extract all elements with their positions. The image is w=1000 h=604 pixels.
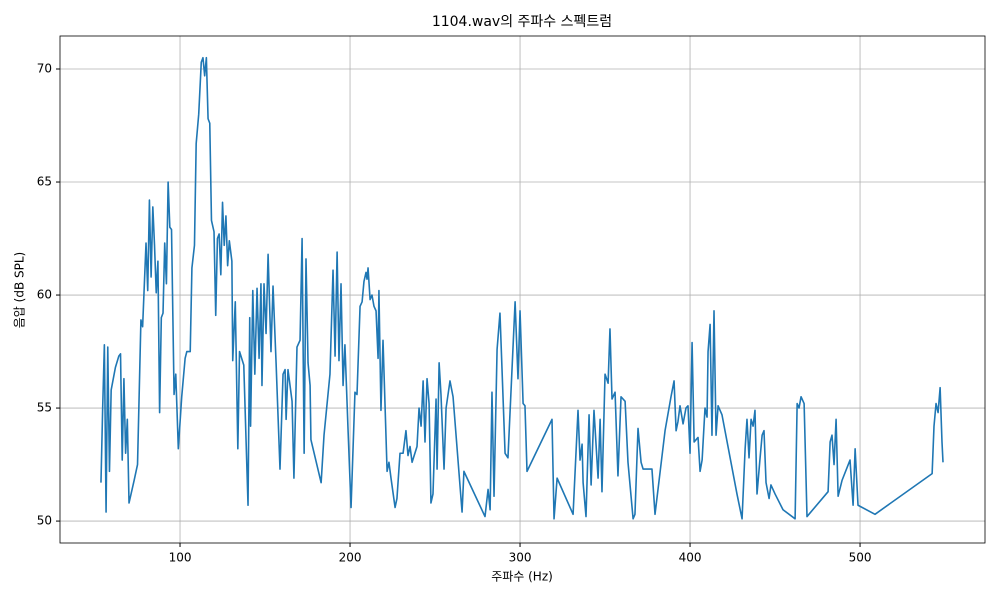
x-tick-label: 200 xyxy=(339,551,362,565)
chart-title: 1104.wav의 주파수 스펙트럼 xyxy=(432,14,612,30)
y-tick-label: 65 xyxy=(37,175,52,189)
x-tick-label: 400 xyxy=(679,551,702,565)
y-tick-label: 70 xyxy=(37,62,52,76)
y-tick-label: 50 xyxy=(37,514,52,528)
x-tick-label: 500 xyxy=(849,551,872,565)
plot-frame xyxy=(59,35,986,544)
x-axis-label: 주파수 (Hz) xyxy=(491,570,553,584)
y-tick-label: 60 xyxy=(37,288,52,302)
x-tick-label: 100 xyxy=(169,551,192,565)
y-axis-label: 음압 (dB SPL) xyxy=(13,252,27,328)
y-tick-label: 55 xyxy=(37,401,52,415)
line-series xyxy=(100,56,944,520)
x-tick-label: 300 xyxy=(509,551,532,565)
